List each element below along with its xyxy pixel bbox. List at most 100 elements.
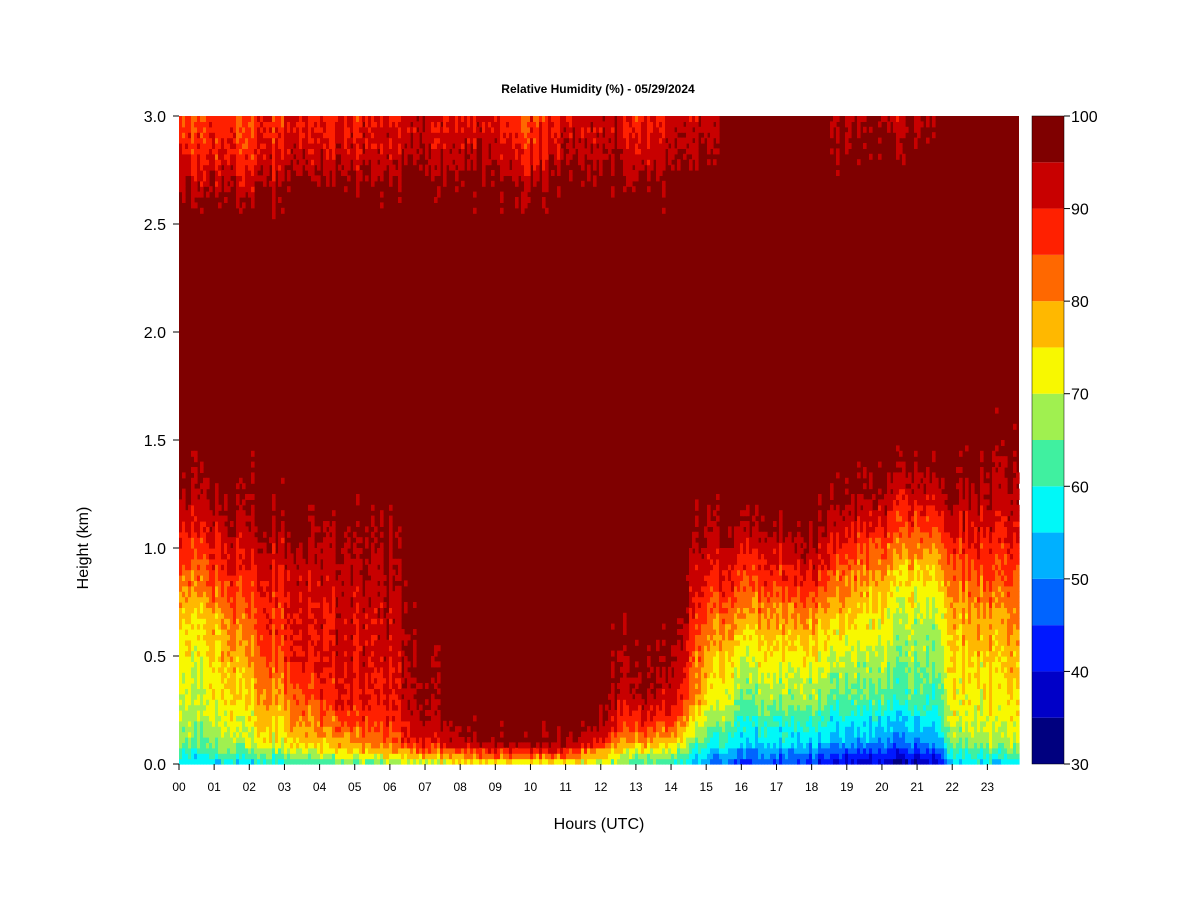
heatmap-cell [314,121,318,128]
heatmap-cell [236,180,240,187]
heatmap-cell [509,758,513,765]
heatmap-cell [203,558,207,565]
heatmap-cell [488,116,492,122]
heatmap-cell [212,688,216,695]
heatmap-cell [206,607,210,614]
heatmap-cell [191,720,195,727]
heatmap-cell [272,753,276,760]
heatmap-cell [260,569,264,576]
heatmap-cell [344,672,348,679]
heatmap-cell [329,758,333,765]
heatmap-cell [569,126,573,133]
heatmap-cell [305,126,309,133]
heatmap-cell [296,116,300,122]
heatmap-cell [218,170,222,176]
heatmap-cell [260,623,264,630]
heatmap-cell [326,661,330,668]
heatmap-cell [245,180,249,187]
heatmap-cell [296,753,300,760]
heatmap-cell [269,126,273,133]
heatmap-cell [305,634,309,641]
heatmap-cell [386,753,390,760]
heatmap-cell [272,207,276,214]
heatmap-cell [326,704,330,711]
heatmap-cell [365,602,369,608]
heatmap-cell [182,564,186,571]
heatmap-cell [320,132,324,139]
heatmap-cell [299,683,303,689]
heatmap-cell [239,747,243,754]
heatmap-cell [236,548,240,554]
heatmap-cell [203,569,207,576]
heatmap-cell [293,742,297,749]
heatmap-cell [275,569,279,576]
heatmap-cell [359,602,363,608]
heatmap-cell [320,661,324,668]
heatmap-cell [323,607,327,614]
heatmap-cell [389,569,393,576]
heatmap-cell [182,531,186,538]
heatmap-cell [245,132,249,139]
heatmap-cell [398,575,402,581]
heatmap-cell [401,650,405,657]
heatmap-cell [209,137,213,144]
heatmap-cell [344,126,348,133]
heatmap-cell [323,753,327,760]
heatmap-cell [278,531,282,538]
heatmap-cell [239,191,243,198]
heatmap-cell [404,742,408,749]
heatmap-cell [239,121,243,128]
heatmap-cell [389,715,393,722]
heatmap-cell [398,715,402,722]
heatmap-cell [281,656,285,662]
heatmap-cell [521,143,525,149]
heatmap-cell [215,602,219,608]
heatmap-cell [230,688,234,695]
heatmap-cell [200,153,204,160]
heatmap-cell [218,180,222,187]
heatmap-cell [224,612,228,619]
heatmap-cell [338,747,342,754]
heatmap-cell [362,666,366,673]
heatmap-cell [413,704,417,711]
heatmap-cell [248,564,252,571]
heatmap-cell [233,672,237,679]
heatmap-cell [281,510,285,517]
heatmap-cell [188,137,192,144]
heatmap-cell [209,153,213,160]
heatmap-cell [329,148,333,155]
heatmap-cell [197,661,201,668]
heatmap-cell [344,742,348,749]
heatmap-cell [473,137,477,144]
heatmap-cell [326,602,330,608]
heatmap-cell [272,645,276,652]
heatmap-cell [206,688,210,695]
heatmap-cell [395,672,399,679]
heatmap-cell [386,699,390,706]
heatmap-cell [356,666,360,673]
heatmap-cell [293,747,297,754]
heatmap-cell [290,656,294,662]
heatmap-cell [377,720,381,727]
heatmap-cell [407,137,411,144]
heatmap-cell [221,564,225,571]
heatmap-cell [293,753,297,760]
heatmap-cell [311,645,315,652]
heatmap-cell [242,737,246,743]
heatmap-cell [179,585,183,592]
heatmap-cell [185,602,189,608]
heatmap-cell [233,553,237,560]
heatmap-cell [314,677,318,684]
heatmap-cell [254,639,258,646]
heatmap-cell [359,121,363,128]
heatmap-cell [422,726,426,733]
heatmap-cell [542,180,546,187]
heatmap-cell [323,677,327,684]
heatmap-cell [278,580,282,587]
heatmap-cell [581,137,585,144]
heatmap-cell [191,548,195,554]
heatmap-cell [248,148,252,155]
heatmap-cell [257,737,261,743]
heatmap-cell [377,693,381,700]
heatmap-cell [368,116,372,122]
